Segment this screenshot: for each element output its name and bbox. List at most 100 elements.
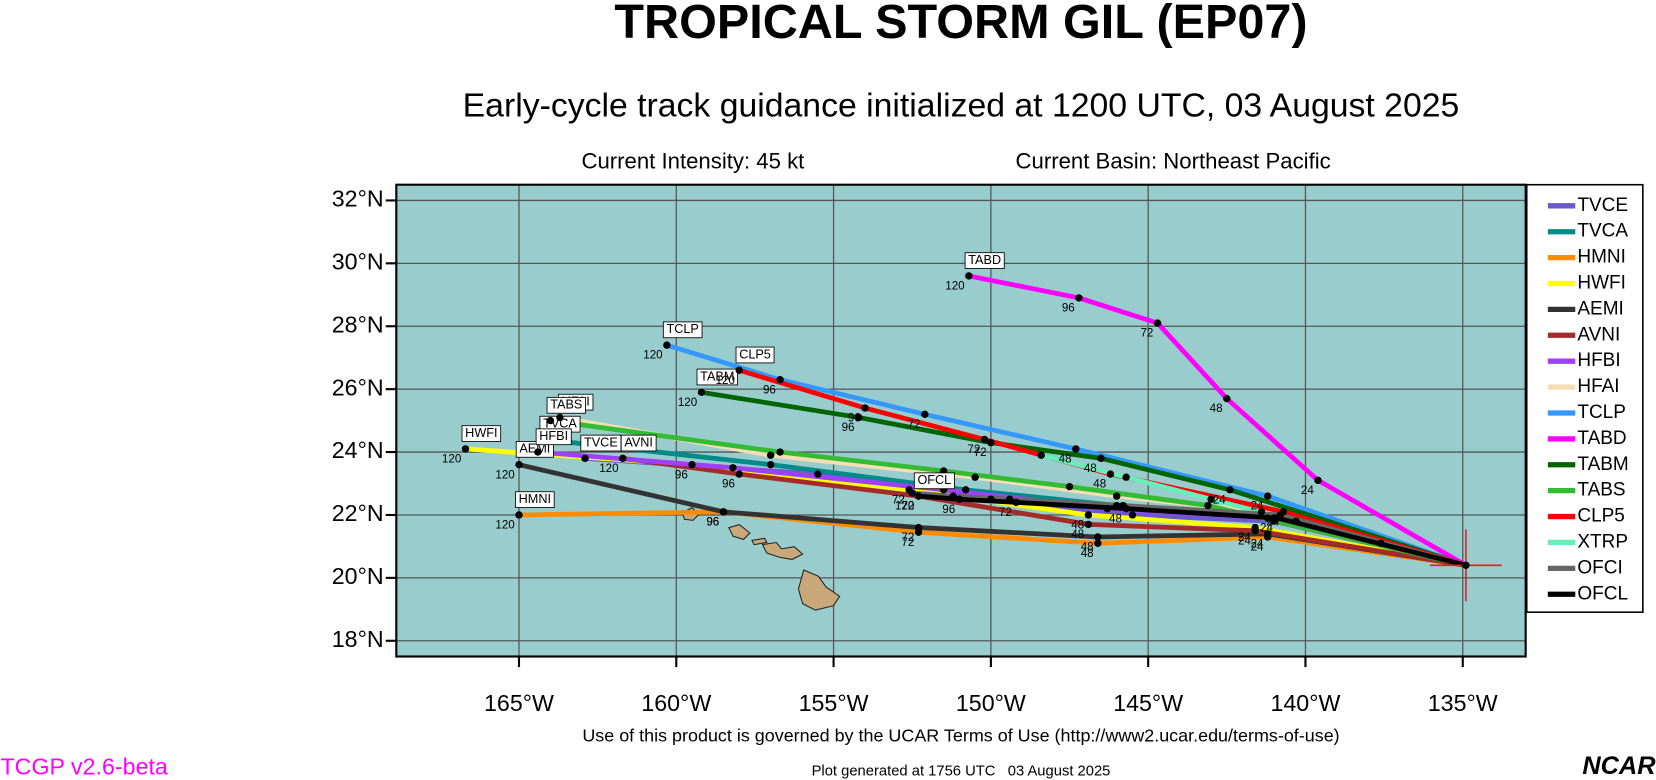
x-tick-label: 150°W xyxy=(956,690,1026,716)
forecast-point xyxy=(1264,530,1272,538)
forecast-point xyxy=(1097,454,1105,463)
forecast-point xyxy=(1207,495,1215,503)
legend-label: HWFI xyxy=(1577,273,1626,294)
hour-label: 72 xyxy=(908,418,921,431)
track xyxy=(664,342,1469,568)
hour-label: 72 xyxy=(974,446,987,459)
track-end-box xyxy=(515,491,555,509)
track-end-name: AEMI xyxy=(519,442,550,456)
hour-label: 96 xyxy=(763,383,776,396)
hour-label: 48 xyxy=(1093,478,1106,491)
basin: Current Basin: Northeast Pacific xyxy=(1016,148,1331,173)
forecast-point xyxy=(663,341,671,349)
forecast-point xyxy=(980,435,989,444)
hour-label: 48 xyxy=(1071,528,1084,541)
track xyxy=(516,509,1469,568)
forecast-point xyxy=(1106,470,1115,478)
hour-label: 48 xyxy=(1059,453,1072,466)
forecast-point xyxy=(1314,476,1322,485)
track-end-name: AVNI xyxy=(624,435,653,449)
forecast-point xyxy=(1264,514,1272,522)
forecast-point xyxy=(987,438,995,447)
forecast-point xyxy=(546,416,555,425)
forecast-point xyxy=(949,492,957,500)
forecast-point xyxy=(1065,482,1074,491)
track-end-box xyxy=(620,434,657,452)
forecast-point xyxy=(461,445,470,453)
hour-label: 120 xyxy=(716,374,735,387)
hour-label: 120 xyxy=(678,396,697,409)
hour-label: 120 xyxy=(895,500,914,513)
y-tick-label: 32°N xyxy=(332,186,384,212)
version: TCGP v2.6-beta xyxy=(1,754,168,780)
hour-label: 120 xyxy=(495,468,514,481)
title: TROPICAL STORM GIL (EP07) xyxy=(614,0,1307,49)
forecast-point xyxy=(921,410,929,419)
plot-frame xyxy=(395,183,1527,658)
forecast-point xyxy=(776,448,784,456)
terms: Use of this product is governed by the U… xyxy=(582,725,1339,745)
forecast-point xyxy=(962,486,970,494)
forecast-point xyxy=(766,460,775,469)
hour-label: 120 xyxy=(599,462,618,475)
legend-label: OFCL xyxy=(1577,583,1628,604)
forecast-point xyxy=(1037,451,1045,459)
forecast-point xyxy=(1377,539,1385,547)
y-tick-label: 24°N xyxy=(332,437,384,463)
x-tick-label: 160°W xyxy=(641,690,711,716)
forecast-point xyxy=(1257,508,1266,516)
forecast-point xyxy=(1251,527,1259,535)
track xyxy=(620,455,1469,568)
legend-label: HFAI xyxy=(1577,376,1619,397)
hour-label: 72 xyxy=(967,443,980,456)
hour-label: 120 xyxy=(442,453,461,466)
legend-label: TABD xyxy=(1577,428,1626,449)
track-end-box xyxy=(662,321,703,339)
hour-label: 48 xyxy=(1071,519,1084,532)
track-end-name: TABD xyxy=(968,253,1001,267)
forecast-point xyxy=(1094,539,1102,547)
y-tick-label: 26°N xyxy=(332,374,384,400)
hour-label: 96 xyxy=(842,421,855,434)
track-end-label: TABM xyxy=(696,368,738,386)
legend-label: AVNI xyxy=(1577,324,1620,345)
track-end-name: HFBI xyxy=(539,429,568,443)
y-tick-label: 28°N xyxy=(332,311,384,337)
track-end-name: HMNI xyxy=(519,492,551,506)
forecast-point xyxy=(619,454,627,463)
legend-label: TABM xyxy=(1577,454,1628,475)
legend-label: HMNI xyxy=(1577,247,1626,268)
initial-position xyxy=(1462,561,1470,569)
y-tick-label: 20°N xyxy=(332,563,384,589)
hour-label: 96 xyxy=(942,503,955,516)
hour-label: 72 xyxy=(901,531,914,544)
track-end-box xyxy=(964,252,1005,269)
forecast-point xyxy=(1113,501,1121,510)
track-end-box xyxy=(735,346,775,364)
hour-label: 96 xyxy=(1062,302,1075,315)
track-end-name: TABM xyxy=(700,369,734,383)
hour-label: 96 xyxy=(675,468,688,481)
subtitle: Early-cycle track guidance initialized a… xyxy=(463,87,1460,125)
track-end-box xyxy=(461,425,502,442)
y-tick-label: 18°N xyxy=(332,626,384,652)
track-end-label: AEMI xyxy=(515,441,554,458)
forecast-point xyxy=(1084,511,1093,519)
forecast-point xyxy=(855,413,863,422)
forecast-point xyxy=(914,523,923,532)
track-end-name: HWFI xyxy=(465,426,497,440)
forecast-point xyxy=(1122,504,1130,513)
forecast-point xyxy=(1084,520,1093,529)
hour-label: 120 xyxy=(495,519,514,532)
tracks: TVCETVCA24487296120HMNI24487296120HWFI24… xyxy=(442,252,1469,568)
track-end-name: CLP5 xyxy=(739,347,771,361)
forecast-point xyxy=(955,495,964,503)
hour-label: 24 xyxy=(1251,541,1264,554)
forecast-point xyxy=(697,388,706,396)
forecast-point xyxy=(515,460,523,469)
hour-label: 24 xyxy=(1251,537,1264,550)
hour-label: 24 xyxy=(1238,534,1251,547)
forecast-point xyxy=(814,470,822,478)
generated: Plot generated at 1756 UTC 03 August 202… xyxy=(812,763,1111,779)
